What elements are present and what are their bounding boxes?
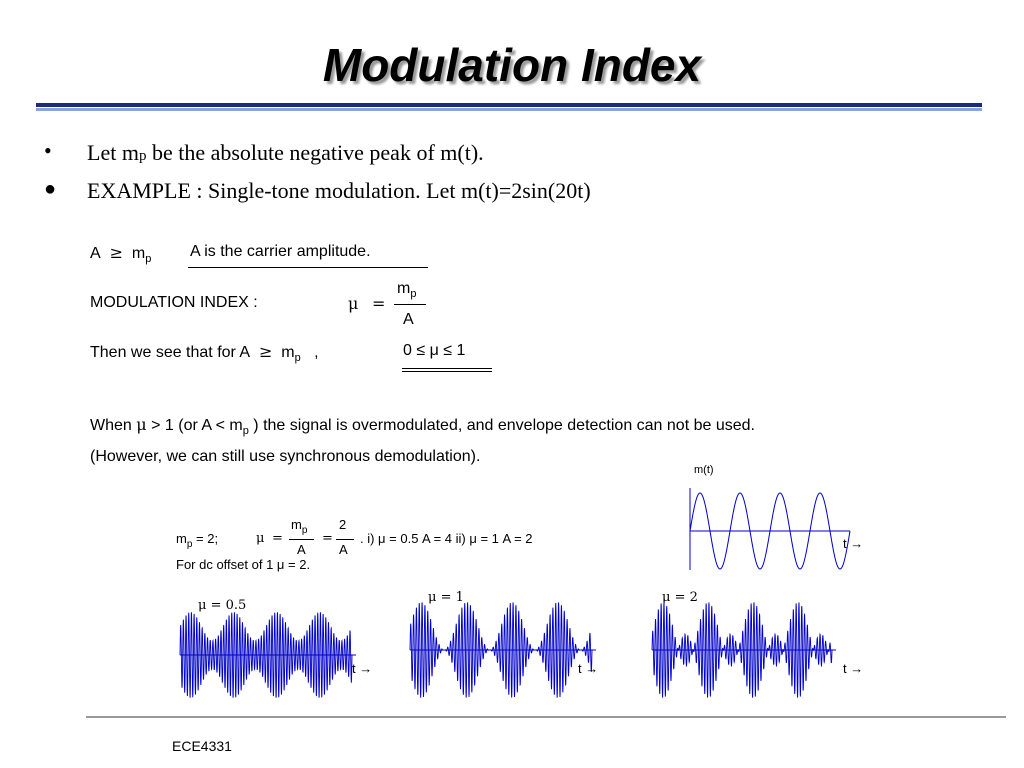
mu-symbol: μ — [348, 294, 359, 313]
am-t-arrow-1: t → — [578, 661, 599, 676]
am-wave-curve-0 — [179, 612, 353, 698]
am-wave-curve-2 — [651, 602, 833, 698]
however-note: (However, we can still use synchronous d… — [90, 448, 481, 465]
ex-mp-m: m — [176, 531, 187, 546]
frac-num-m: m — [397, 280, 411, 297]
equals-sign: = — [372, 294, 386, 313]
mu-label-0-5: μ = 0.5 — [198, 598, 247, 613]
am-wave-mu-0-5 — [179, 612, 356, 698]
bullet-2-marker: ● — [44, 178, 57, 200]
fraction-denominator: A — [403, 311, 414, 328]
signal-t-arrow: t → — [843, 536, 864, 551]
example-two-num: 2 — [339, 517, 347, 532]
mu-label-2: μ = 2 — [662, 590, 698, 605]
example-mu: μ — [256, 531, 265, 546]
title-rule-dark — [36, 103, 982, 107]
example-two-den: A — [339, 542, 348, 557]
am-wave-mu-2 — [651, 602, 836, 698]
example-frac-bar-2 — [336, 539, 354, 540]
when-p: p — [242, 425, 249, 437]
carrier-note-underline — [188, 267, 428, 268]
when-post: ) the signal is overmodulated, and envel… — [253, 417, 755, 434]
footer-course: ECE4331 — [172, 738, 232, 754]
overmodulation-statement: When μ > 1 (or A < mp ) the signal is ov… — [90, 415, 755, 437]
carrier-note: A is the carrier amplitude. — [190, 243, 371, 260]
then-p: p — [294, 352, 301, 364]
am-wave-mu-1 — [409, 602, 596, 698]
when-mu: μ — [136, 415, 147, 434]
ex-mp-p: p — [186, 539, 193, 550]
example-frac-den: A — [297, 542, 306, 557]
when-gt: > 1 (or A < — [151, 417, 225, 434]
ex-frac-num-p: p — [301, 525, 308, 536]
title-rule-light — [36, 108, 982, 111]
am-t-arrow-2: t → — [843, 661, 864, 676]
example-eq-2: = — [322, 531, 333, 546]
example-frac-num: mp — [291, 517, 307, 536]
frac-num-sub: p — [410, 288, 417, 300]
mu-range: 0 ≤ μ ≤ 1 — [403, 342, 466, 359]
signal-label: m(t) — [694, 464, 714, 476]
message-signal-plot — [689, 488, 851, 570]
mu-label-1: μ = 1 — [428, 590, 464, 605]
am-wave-curve-1 — [409, 602, 593, 698]
am-t-arrow-0: t → — [352, 661, 373, 676]
cond-a: A — [90, 245, 101, 262]
bullet-1-marker: • — [44, 138, 52, 163]
modulation-index-label: MODULATION INDEX : — [90, 294, 258, 311]
bullet-2-text: EXAMPLE : Single-tone modulation. Let m(… — [87, 178, 591, 203]
then-comma: , — [314, 344, 319, 361]
dc-offset-note: For dc offset of 1 μ = 2. — [176, 557, 311, 572]
condition-a-ge-mp: A ≥ mp — [90, 243, 152, 265]
then-ge: ≥ — [258, 342, 273, 361]
range-underline-1 — [402, 368, 492, 369]
fraction-numerator: mp — [397, 280, 417, 300]
slide-title: Modulation Index — [322, 39, 702, 91]
then-statement: Then we see that for A ≥ mp , — [90, 342, 319, 364]
fraction-bar — [394, 304, 426, 305]
signal-curve — [689, 492, 851, 570]
cond-p: p — [145, 253, 152, 265]
range-underline-2 — [402, 371, 492, 372]
bullet-1-post: be the absolute negative peak of m(t). — [146, 140, 484, 165]
then-text: Then we see that for A — [90, 344, 251, 361]
example-eq-1: = — [272, 531, 283, 546]
example-mp: mp = 2; — [176, 531, 219, 550]
footer-rule — [86, 716, 1006, 718]
bullet-1-pre: Let m — [87, 140, 139, 165]
cond-m: m — [131, 245, 146, 262]
bullet-1-sub: p — [138, 148, 147, 164]
then-m: m — [281, 344, 295, 361]
bullet-1-text: Let mp be the absolute negative peak of … — [87, 140, 484, 166]
when-m: m — [229, 417, 243, 434]
example-cases: . i) μ = 0.5 A = 4 ii) μ = 1 A = 2 — [360, 531, 533, 546]
ex-mp-rest: = 2; — [192, 531, 219, 546]
cond-ge: ≥ — [109, 243, 123, 262]
example-frac-bar-1 — [289, 539, 314, 540]
ex-frac-num-m: m — [291, 517, 302, 532]
when-pre: When — [90, 417, 132, 434]
